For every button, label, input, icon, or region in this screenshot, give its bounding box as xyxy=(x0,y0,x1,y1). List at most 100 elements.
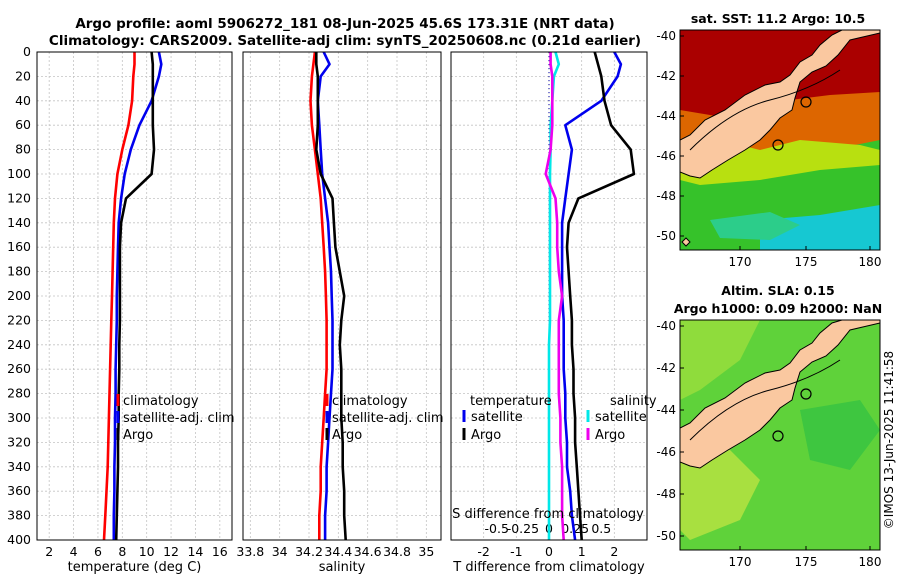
sla-contour-ring xyxy=(800,388,812,400)
depth-tick-label: 360 xyxy=(7,483,31,498)
x-tick-label: 8 xyxy=(118,544,126,559)
x-tick-label: 6 xyxy=(94,544,102,559)
x-axis-label: temperature (deg C) xyxy=(68,560,202,575)
x-tick-label: 1 xyxy=(578,544,586,559)
x-tick-label: 4 xyxy=(70,544,78,559)
series-line-argo xyxy=(114,51,156,541)
x-tick-label: 2 xyxy=(610,544,618,559)
sst-land-south-island xyxy=(680,30,880,179)
sla-map-title-line2: Argo h1000: 0.09 h2000: NaN xyxy=(674,301,882,316)
depth-tick-label: 320 xyxy=(7,434,31,449)
legend-label: Argo xyxy=(123,428,153,443)
legend-label: Argo xyxy=(332,428,362,443)
sla-lat-ticks: -40 -42 -44 -46 -48 -50 xyxy=(656,319,684,543)
x-tick-label: 14 xyxy=(187,544,203,559)
x-tick-label: -2 xyxy=(477,544,489,559)
legend-label: satellite xyxy=(471,410,523,425)
x-tick-label: -1 xyxy=(510,544,522,559)
x-axis-label: salinity xyxy=(319,560,366,575)
depth-tick-label: 240 xyxy=(7,337,31,352)
sla-argo-position-marker xyxy=(772,430,784,442)
depth-tick-label: 220 xyxy=(7,312,31,327)
lon-tick-label: 175 xyxy=(795,255,818,269)
depth-tick-label: 60 xyxy=(15,117,31,132)
legend-header-temperature: temperature xyxy=(470,394,552,409)
x-tick-label: 34.4 xyxy=(324,544,352,559)
series-line-salinity-satellite xyxy=(547,51,561,540)
lat-tick-label: -46 xyxy=(656,149,676,163)
sla-map: Altim. SLA: 0.15 Argo h1000: 0.09 h2000:… xyxy=(656,283,882,569)
depth-tick-label: 120 xyxy=(7,190,31,205)
legend-header-salinity: salinity xyxy=(610,394,657,409)
plot-frame xyxy=(450,51,648,541)
sst-contour-ring xyxy=(800,96,812,108)
x-tick-label: 34.6 xyxy=(354,544,382,559)
lat-tick-label: -48 xyxy=(656,487,676,501)
x-tick-label: 12 xyxy=(163,544,179,559)
series-line-climatology xyxy=(309,51,328,540)
s-top-tick-label: -0.5 xyxy=(485,521,509,536)
lat-tick-label: -44 xyxy=(656,403,676,417)
lat-tick-label: -46 xyxy=(656,445,676,459)
sla-map-title-line1: Altim. SLA: 0.15 xyxy=(721,283,834,298)
lon-tick-label: 180 xyxy=(859,555,882,569)
depth-tick-label: 280 xyxy=(7,386,31,401)
series-line-satellite-adj-clim xyxy=(112,51,163,540)
s-difference-label: S difference from climatology xyxy=(452,507,644,522)
plot-frame xyxy=(36,51,233,541)
sst-lat-ticks: -40 -42 -44 -46 -48 -50 xyxy=(656,29,684,243)
x-tick-label: 10 xyxy=(139,544,155,559)
series-line-temperature-satellite xyxy=(560,51,623,541)
lat-tick-label: -50 xyxy=(656,529,676,543)
depth-tick-label: 380 xyxy=(7,508,31,523)
x-tick-label: 35 xyxy=(418,544,434,559)
lat-tick-label: -50 xyxy=(656,229,676,243)
x-tick-label: 34.8 xyxy=(383,544,411,559)
lon-tick-label: 180 xyxy=(859,255,882,269)
lat-tick-label: -48 xyxy=(656,189,676,203)
depth-tick-label: 400 xyxy=(7,532,31,547)
x-tick-label: 34 xyxy=(272,544,288,559)
sla-contour-line xyxy=(689,359,841,441)
sst-mixed-region xyxy=(710,212,800,240)
lat-tick-label: -42 xyxy=(656,69,676,83)
depth-tick-label: 180 xyxy=(7,264,31,279)
sla-lon-ticks: 170 175 180 xyxy=(729,546,882,569)
x-tick-label: 33.8 xyxy=(236,544,264,559)
legend-label: satellite-adj. clim xyxy=(123,411,235,426)
depth-tick-label: 0 xyxy=(23,44,31,59)
legend-label: climatology xyxy=(123,394,199,409)
sla-map-frame xyxy=(679,319,881,551)
sst-contour-line xyxy=(689,69,841,151)
depth-tick-label: 140 xyxy=(7,215,31,230)
imos-timestamp: ©IMOS 13-Jun-2025 11:41:58 xyxy=(882,351,896,529)
sst-argo-position-marker xyxy=(772,139,784,151)
legend-label: climatology xyxy=(332,394,408,409)
series-line-argo xyxy=(314,52,347,541)
lon-tick-label: 175 xyxy=(795,555,818,569)
legend-label: Argo xyxy=(595,428,625,443)
figure-title-line1: Argo profile: aoml 5906272_181 08-Jun-20… xyxy=(75,16,614,32)
plot-frame xyxy=(242,51,442,541)
sla-land-south-island xyxy=(680,320,880,469)
lat-tick-label: -40 xyxy=(656,319,676,333)
lon-tick-label: 170 xyxy=(729,255,752,269)
sst-map-frame xyxy=(679,29,881,251)
depth-tick-label: 160 xyxy=(7,239,31,254)
sst-land-stewart-island xyxy=(681,237,691,247)
s-top-tick-label: -0.25 xyxy=(507,521,539,536)
series-line-salinity-argo xyxy=(544,52,565,541)
x-tick-label: 34.2 xyxy=(295,544,323,559)
lat-tick-label: -42 xyxy=(656,361,676,375)
depth-tick-label: 260 xyxy=(7,361,31,376)
x-tick-label: 16 xyxy=(212,544,228,559)
x-tick-label: 0 xyxy=(545,544,553,559)
sst-map: sat. SST: 11.2 Argo: 10.5 -40-42-44-46-4… xyxy=(656,11,881,269)
sla-patch-north xyxy=(680,320,760,400)
depth-tick-label: 80 xyxy=(15,142,31,157)
legend-label: satellite xyxy=(595,410,647,425)
sst-lon-ticks: 170 175 180 xyxy=(729,246,882,269)
lat-tick-label: -40 xyxy=(656,29,676,43)
figure-title-line2: Climatology: CARS2009. Satellite-adj cli… xyxy=(49,33,641,49)
